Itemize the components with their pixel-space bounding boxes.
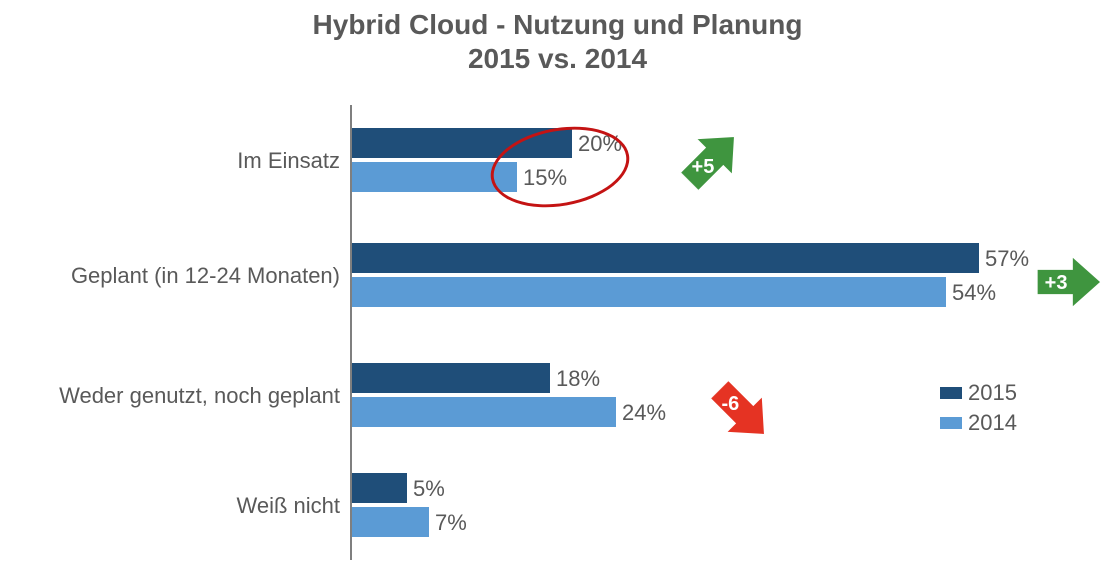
category-label: Weiß nicht [236, 493, 340, 519]
legend: 2015 2014 [940, 380, 1017, 440]
annotation-arrow-icon [710, 380, 774, 444]
bar-2015 [352, 473, 407, 503]
legend-swatch [940, 387, 962, 399]
title-line1: Hybrid Cloud - Nutzung und Planung [0, 8, 1115, 42]
bar-value-label: 24% [622, 400, 666, 426]
legend-swatch [940, 417, 962, 429]
legend-label: 2015 [968, 380, 1017, 406]
category-label: Im Einsatz [237, 148, 340, 174]
bar-value-label: 5% [413, 476, 445, 502]
legend-item-2015: 2015 [940, 380, 1017, 406]
bar-2014 [352, 277, 946, 307]
annotation-arrow-icon [680, 127, 744, 191]
bar-value-label: 54% [952, 280, 996, 306]
bar-2015 [352, 363, 550, 393]
bar-value-label: 57% [985, 246, 1029, 272]
bar-2015 [352, 243, 979, 273]
chart-wrapper: Hybrid Cloud - Nutzung und Planung 2015 … [0, 0, 1115, 587]
bar-2014 [352, 397, 616, 427]
bar-value-label: 7% [435, 510, 467, 536]
chart-title: Hybrid Cloud - Nutzung und Planung 2015 … [0, 8, 1115, 75]
legend-label: 2014 [968, 410, 1017, 436]
bar-value-label: 18% [556, 366, 600, 392]
bar-2014 [352, 507, 429, 537]
title-line2: 2015 vs. 2014 [0, 42, 1115, 76]
category-label: Weder genutzt, noch geplant [59, 383, 340, 409]
legend-item-2014: 2014 [940, 410, 1017, 436]
category-labels: Im Einsatz Geplant (in 12-24 Monaten) Wede… [0, 105, 345, 560]
annotation-arrow-icon [1037, 250, 1101, 314]
category-label: Geplant (in 12-24 Monaten) [71, 263, 340, 289]
